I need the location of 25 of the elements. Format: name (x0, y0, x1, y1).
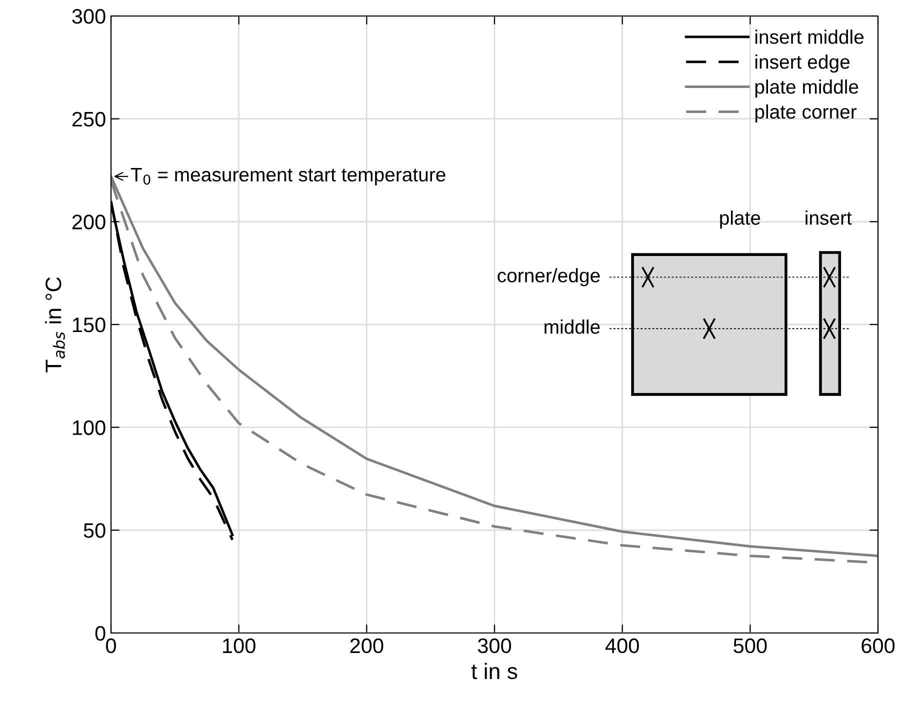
y-tick-label: 0 (95, 626, 106, 641)
x-tick-label: 500 (734, 638, 767, 654)
annotation: plate (720, 210, 760, 229)
legend-label: plate corner (755, 104, 857, 123)
y-tick-label: 200 (72, 214, 106, 230)
x-axis-title: t in s (471, 662, 518, 680)
x-tick-label: 400 (605, 638, 639, 654)
legend-label: insert edge (755, 54, 850, 73)
annotation: middle (544, 320, 600, 334)
x-tick-label: 300 (478, 638, 512, 654)
legend-label: plate middle (755, 79, 858, 98)
x-tick-label: 0 (106, 638, 116, 654)
x-tick-label: 600 (862, 638, 895, 654)
annotation: insert (806, 210, 852, 225)
legend-label: insert middle (755, 30, 864, 44)
y-tick-label: 300 (72, 9, 106, 24)
y-tick-label: 50 (84, 523, 106, 538)
x-tick-label: 100 (223, 638, 256, 654)
annotation: T$_{0}$ = measurement start temperature (130, 168, 446, 186)
y-tick-label: 150 (72, 318, 106, 332)
y-axis-title: T$_{abs}$ in °C (44, 277, 65, 372)
annotation: corner/edge (498, 268, 600, 286)
y-tick-label: 250 (72, 112, 106, 127)
y-tick-label: 100 (72, 420, 106, 436)
x-tick-label: 200 (350, 638, 384, 654)
